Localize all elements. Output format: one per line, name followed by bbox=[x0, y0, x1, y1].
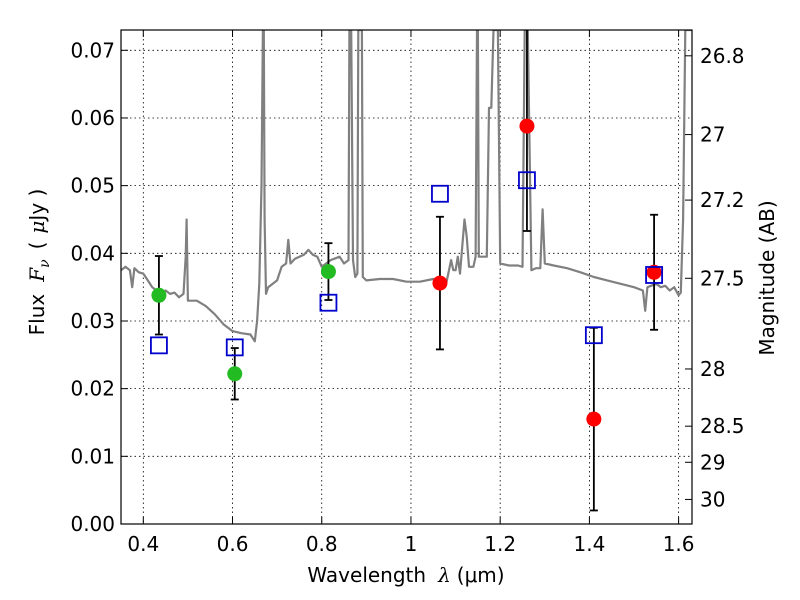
y-tick-label: 0.00 bbox=[70, 512, 115, 536]
y2-tick-label: 27.2 bbox=[700, 188, 745, 212]
x-tick-label: 0.6 bbox=[217, 532, 249, 556]
y-tick-label: 0.05 bbox=[70, 174, 115, 198]
green-data-point bbox=[227, 366, 243, 382]
model-square-point bbox=[431, 184, 449, 203]
y-axis-label-text: Flux bbox=[25, 294, 49, 336]
y-axis-label-mu: μ bbox=[25, 221, 49, 234]
y2-tick-label: 28 bbox=[700, 357, 725, 381]
x-axis-label: Wavelength λ (μm) bbox=[307, 563, 504, 587]
y2-axis-label: Magnitude (AB) bbox=[755, 200, 779, 355]
y2-tick-label: 29 bbox=[700, 450, 725, 474]
x-tick-label: 1.4 bbox=[573, 532, 605, 556]
model-square-point bbox=[645, 266, 663, 284]
x-tick-label: 0.8 bbox=[306, 532, 338, 556]
y-tick-label: 0.07 bbox=[70, 38, 115, 62]
red-data-point bbox=[519, 118, 535, 134]
y-axis-label-subscript: ν bbox=[37, 259, 53, 268]
y2-tick-label: 27 bbox=[700, 123, 725, 147]
y-axis-label-open: ( bbox=[25, 242, 49, 250]
ticks: 0.4 0.6 0.8 1 1.2 1.4 1.6 0.00 0.01 0.02 0.03 0.04 0… bbox=[70, 30, 745, 556]
model-square-point bbox=[319, 293, 338, 312]
red-data-point bbox=[586, 411, 602, 427]
y-axis-label: Flux Fν ( μJy ) bbox=[25, 189, 53, 336]
y-tick-label: 0.06 bbox=[70, 106, 115, 130]
y2-tick-label: 28.5 bbox=[700, 414, 745, 438]
green-data-point bbox=[320, 264, 336, 280]
y-tick-label: 0.01 bbox=[70, 444, 115, 468]
model-square-point bbox=[150, 336, 168, 355]
model-square-point bbox=[584, 326, 603, 345]
x-tick-label: 1 bbox=[405, 532, 418, 556]
y2-tick-label: 30 bbox=[700, 487, 725, 511]
x-axis-label-symbol: λ bbox=[437, 563, 451, 587]
grid bbox=[121, 30, 692, 525]
y2-tick-label: 26.8 bbox=[700, 44, 745, 68]
y-tick-label: 0.03 bbox=[70, 309, 115, 333]
x-axis-label-text: Wavelength bbox=[307, 563, 426, 587]
y2-tick-label: 27.5 bbox=[700, 266, 745, 290]
axes-frame bbox=[120, 29, 693, 525]
model-square-point bbox=[518, 171, 536, 190]
spectrum-line bbox=[121, 30, 692, 343]
y-tick-label: 0.04 bbox=[70, 241, 115, 265]
model-square-point bbox=[225, 338, 244, 357]
y-axis-label-symbol: F bbox=[25, 267, 49, 283]
green-data-point bbox=[151, 287, 167, 303]
x-tick-label: 1.6 bbox=[663, 532, 695, 556]
plot-area bbox=[121, 30, 692, 512]
y-axis-label-unit: Jy ) bbox=[25, 189, 49, 223]
red-data-point bbox=[432, 275, 448, 291]
x-axis-label-unit: (μm) bbox=[457, 563, 505, 587]
y-tick-label: 0.02 bbox=[70, 377, 115, 401]
red-data-point bbox=[646, 264, 662, 280]
x-tick-label: 1.2 bbox=[484, 532, 516, 556]
x-tick-label: 0.4 bbox=[127, 532, 159, 556]
